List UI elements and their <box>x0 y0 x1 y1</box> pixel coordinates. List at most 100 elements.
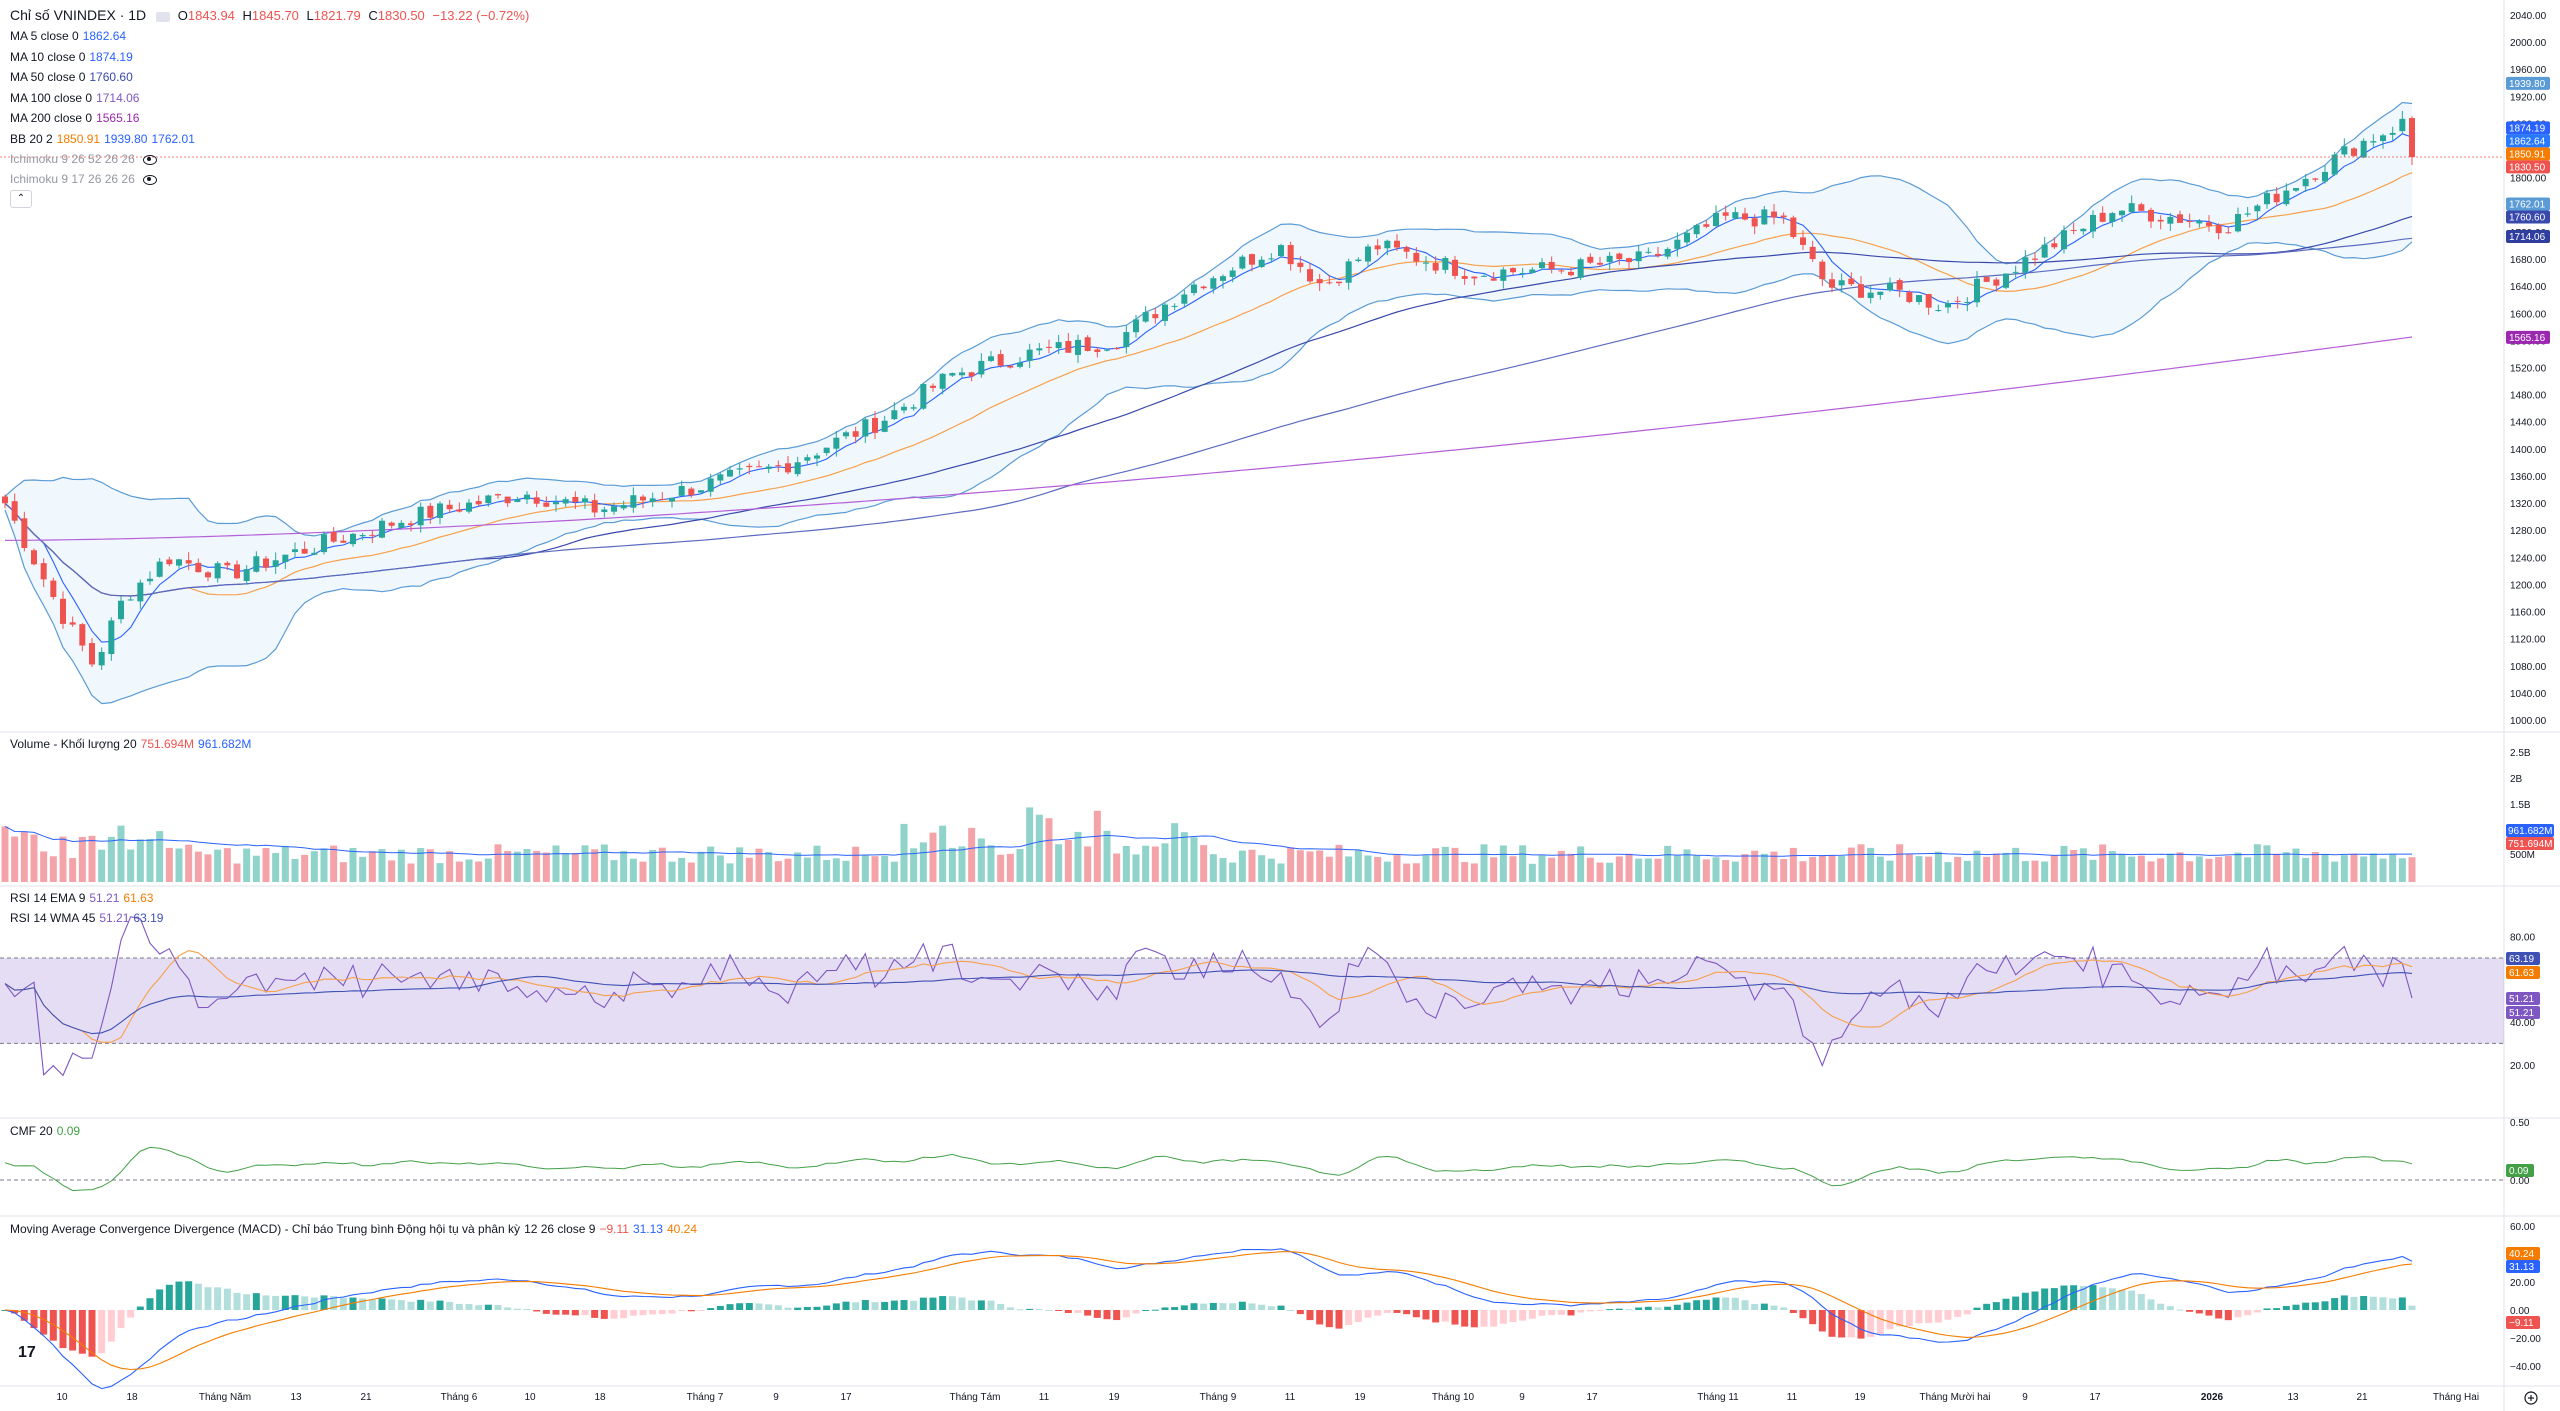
macd-histogram-bar <box>359 1298 367 1310</box>
candle-body <box>79 624 86 646</box>
collapse-legend-button[interactable]: ⌃ <box>10 190 32 208</box>
ma200-label: MA 200 close 0 <box>10 111 93 125</box>
candle-body <box>446 504 453 510</box>
macd-histogram-bar <box>1934 1310 1942 1323</box>
macd-histogram-bar <box>813 1306 821 1310</box>
macd-tag-label: 31.13 <box>2509 1262 2534 1273</box>
candle-body <box>1906 292 1913 303</box>
macd-histogram-bar <box>1693 1300 1701 1310</box>
macd-histogram-bar <box>88 1310 96 1357</box>
candlestick-series[interactable] <box>2 110 2415 670</box>
macd-histogram-bar <box>968 1300 976 1310</box>
volume-bar <box>88 835 96 882</box>
macd-histogram-bar <box>1180 1305 1188 1310</box>
candle-body <box>282 554 289 563</box>
rsi-tag <box>2506 1006 2540 1019</box>
volume-bar <box>310 851 318 882</box>
time-axis-label: 10 <box>56 1392 68 1403</box>
macd-histogram-bar <box>533 1310 541 1312</box>
candle-body <box>475 501 482 505</box>
candle-body <box>1945 303 1951 308</box>
volume-ma-value: 961.682M <box>198 737 252 751</box>
tradingview-logo-icon[interactable]: 17 <box>18 1344 36 1361</box>
macd-histogram-bar <box>2282 1305 2290 1310</box>
macd-line <box>4 1248 2413 1390</box>
macd-histogram-bar <box>1287 1309 1295 1311</box>
candle-body <box>1374 245 1381 250</box>
candle-body <box>1075 339 1081 355</box>
high-value: 1845.70 <box>251 8 299 23</box>
candle-body <box>2273 193 2280 203</box>
symbol-title[interactable]: Chỉ số VNINDEX · 1D <box>10 7 147 23</box>
cmf-pane[interactable] <box>0 1146 2504 1192</box>
ichimoku-legend-1[interactable]: Ichimoku 9 26 52 26 26 <box>10 152 161 166</box>
price-tag <box>2506 160 2550 174</box>
volume-bar <box>1219 858 1227 882</box>
macd-histogram-bar <box>2350 1296 2358 1310</box>
volume-axis-label: 2.5B <box>2510 748 2531 759</box>
rsi-wma-legend[interactable]: RSI 14 WMA 45 51.21 63.19 <box>10 911 167 925</box>
symbol-legend[interactable]: Chỉ số VNINDEX · 1D O1843.94 H1845.70 L1… <box>10 8 533 23</box>
ma100-legend[interactable]: MA 100 close 0 1714.06 <box>10 91 143 105</box>
ichimoku-legend-2[interactable]: Ichimoku 9 17 26 26 26 <box>10 172 161 186</box>
time-axis-label: Tháng 11 <box>1697 1392 1739 1403</box>
eye-hidden-icon[interactable] <box>142 154 157 165</box>
macd-legend[interactable]: Moving Average Convergence Divergence (M… <box>10 1222 701 1236</box>
cmf-legend[interactable]: CMF 20 0.09 <box>10 1124 84 1138</box>
ma50-legend[interactable]: MA 50 close 0 1760.60 <box>10 70 137 84</box>
candle-body <box>2099 212 2106 222</box>
candle-body <box>1635 251 1642 262</box>
ma5-legend[interactable]: MA 5 close 0 1862.64 <box>10 29 130 43</box>
axes: 2040.002000.001960.001920.001880.001840.… <box>56 11 2554 1405</box>
volume-bar <box>1828 854 1836 882</box>
ma200-legend[interactable]: MA 200 close 0 1565.16 <box>10 111 143 125</box>
time-axis-label: 18 <box>126 1392 138 1403</box>
rsi-ema-legend[interactable]: RSI 14 EMA 9 51.21 61.63 <box>10 891 157 905</box>
time-axis-label: Tháng 9 <box>1200 1392 1237 1403</box>
minimize-button[interactable] <box>156 11 171 22</box>
time-axis-label: 17 <box>1586 1392 1598 1403</box>
low-value: 1821.79 <box>313 8 361 23</box>
candle-body <box>601 509 608 513</box>
volume-bar <box>1992 853 2000 882</box>
volume-bar <box>1461 862 1469 882</box>
candle-body <box>562 499 569 504</box>
macd-histogram-bar <box>823 1305 831 1310</box>
volume-bar <box>1325 856 1333 882</box>
macd-pane[interactable] <box>1 1248 2416 1390</box>
candle-body <box>2341 146 2348 155</box>
macd-histogram-bar <box>484 1304 492 1310</box>
rsi-pane[interactable] <box>0 916 2504 1077</box>
macd-histogram-bar <box>1142 1309 1150 1311</box>
macd-histogram-bar <box>1035 1309 1043 1311</box>
macd-histogram-bar <box>1954 1310 1962 1317</box>
volume-bar <box>1770 851 1778 882</box>
volume-legend[interactable]: Volume - Khối lượng 20 751.694M 961.682M <box>10 737 255 751</box>
macd-axis-label: 60.00 <box>2510 1222 2535 1233</box>
volume-bar <box>1296 850 1304 882</box>
candle-body <box>2254 205 2261 212</box>
volume-bar <box>562 853 570 882</box>
macd-histogram-bar <box>765 1304 773 1310</box>
volume-bar <box>1548 857 1556 882</box>
ma10-legend[interactable]: MA 10 close 0 1874.19 <box>10 50 137 64</box>
volume-bar <box>1751 850 1759 882</box>
candle-body <box>456 509 463 512</box>
candle-body <box>1442 258 1449 270</box>
macd-histogram-bar <box>716 1305 724 1310</box>
volume-bar <box>1480 844 1488 882</box>
time-axis-label: Tháng Hai <box>2433 1392 2479 1403</box>
macd-histogram-bar <box>900 1300 908 1310</box>
bb-legend[interactable]: BB 20 2 1850.91 1939.80 1762.01 <box>10 132 199 146</box>
volume-bar <box>2205 858 2213 882</box>
volume-bar <box>1915 856 1923 882</box>
macd-histogram-bar <box>620 1310 628 1319</box>
eye-hidden-icon[interactable] <box>142 174 157 185</box>
macd-histogram-bar <box>2398 1297 2406 1310</box>
candle-body <box>1394 240 1400 248</box>
macd-histogram-bar <box>523 1309 531 1311</box>
macd-histogram-bar <box>2360 1295 2368 1310</box>
macd-histogram-bar <box>1209 1302 1217 1310</box>
volume-bars[interactable] <box>1 807 2416 882</box>
